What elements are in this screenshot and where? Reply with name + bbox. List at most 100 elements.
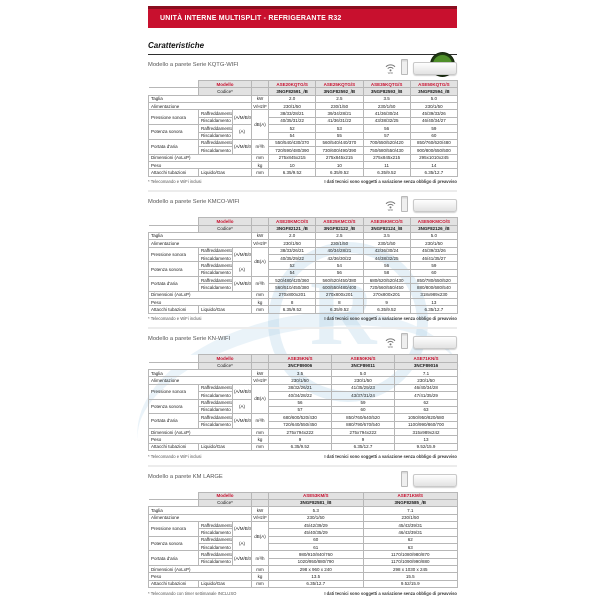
spec-value: 38/33/28/21 [267, 109, 317, 118]
model-code: 3NGF82124_/B [362, 224, 411, 233]
row-label: kW [251, 369, 269, 378]
section-footnotes: * Telecomando con timer settimanale INCL… [148, 591, 457, 596]
spec-value: 56 [315, 268, 364, 278]
row-label: dB(A) [251, 383, 269, 415]
table-row: Potenza sonora Raffreddamento (A) 60 62 [148, 535, 458, 552]
table-row: Dimensioni (AxLxP) mm 275x845x215 275x845x2… [148, 153, 459, 162]
row-label: kW [251, 94, 269, 104]
row-label: kW [251, 506, 269, 515]
spec-table: Modello ASE35KN/S ASE50KN/S ASE71KN/S Codice… [148, 354, 458, 452]
row-label: m³/h [251, 550, 269, 567]
model-code: 3NGF82581_/B [268, 498, 364, 508]
section-footnotes: * Telecomando e WiFi inclusi I dati tecn… [148, 454, 457, 459]
spec-value: 230/1/50 [267, 102, 317, 111]
product-section: Modello a parete Serie KMCO-WIFI WIFI Mo… [148, 196, 459, 321]
spec-value: 2.5 [315, 94, 364, 104]
spec-value: 2.5 [315, 231, 364, 241]
section-separator [148, 327, 457, 330]
table-row: Peso kg 13.5 15.5 [148, 572, 458, 581]
footnote-left: * Telecomando e WiFi inclusi [148, 453, 202, 459]
row-label: mm [251, 168, 269, 177]
row-label: V/Hz/F [251, 239, 269, 248]
table-row: Potenza sonora Raffreddamento (A) 52 53 56 59 [148, 124, 459, 140]
unit-header [251, 87, 269, 96]
row-label: Portata d'aria [148, 138, 199, 155]
page-banner: UNITÀ INTERNE MULTISPLIT - REFRIGERANTE … [148, 6, 457, 28]
row-label: Raffreddamento [198, 398, 233, 407]
spec-table: Modello ASE20KMCO/S ASE25KMCO/S ASE35KMCO/S… [148, 217, 459, 314]
page-title: Caratteristiche [148, 41, 457, 55]
spec-value: 45/42/39/29 [268, 520, 364, 530]
section-footnotes: * Telecomando e WiFi inclusi I dati tecn… [148, 316, 457, 321]
row-label: Alimentazione [148, 239, 252, 248]
spec-value: 720/640/550/450 [268, 420, 332, 429]
model-name: ASE71KM/S [362, 491, 458, 500]
row-label: (A/M/B/SQ) [232, 138, 252, 155]
model-code: 3NGF82126_/B [409, 224, 459, 233]
spec-value: 60 [268, 535, 364, 545]
footnote-left: * Telecomando con timer settimanale INCL… [148, 590, 237, 596]
corner-cell [148, 354, 199, 363]
table-row: Attacchi tubazioni Liquido/Gas mm 6.35/9.52… [148, 442, 458, 452]
spec-value: 720/660/550/450 [362, 283, 411, 292]
spec-value: 11 [362, 160, 411, 170]
table-row: Peso kg 10 10 11 14 [148, 160, 459, 170]
spec-value: 8 [267, 298, 317, 307]
table-row: Attacchi tubazioni Liquido/Gas mm 6.35/12.7… [148, 579, 458, 589]
spec-value: 10 [315, 160, 364, 170]
row-label: Raffreddamento [198, 246, 233, 255]
section-title: Modello a parete KM LARGE [148, 473, 223, 480]
corner-cell [148, 362, 199, 371]
spec-value: 230/1/50 [362, 513, 458, 522]
spec-value: 46/43/39/31 [362, 528, 458, 537]
model-name: ASE35KMCO/S [362, 217, 411, 226]
spec-value: 59 [409, 261, 459, 270]
footnote-right: I dati tecnici sono soggetti a variazion… [324, 453, 457, 459]
footnote-right: I dati tecnici sono soggetti a variazion… [324, 179, 457, 185]
row-label: Potenza sonora [148, 535, 199, 552]
spec-value: 39/34/28/21 [315, 109, 364, 118]
row-label: Raffreddamento [198, 550, 233, 559]
row-label: Portata d'aria [148, 276, 199, 292]
spec-value: 9 [331, 435, 395, 444]
spec-value: 275x794x222 [331, 427, 395, 437]
section-separator [148, 190, 457, 193]
spec-value: 40/35/31/22 [267, 116, 317, 126]
model-code: 3NCF89006 [268, 361, 332, 371]
row-label: kg [251, 160, 269, 170]
row-label: Riscaldamento [198, 391, 233, 400]
spec-value: 1020/950/880/790 [268, 557, 364, 567]
model-name: ASE20KMCO/S [267, 217, 317, 226]
row-label: Potenza sonora [148, 261, 199, 278]
row-label: (A/M/B/SQ) [232, 246, 252, 263]
spec-table: Modello ASE53KM/S ASE71KM/S Codice* 3NGF8258… [148, 491, 458, 589]
product-section: Modello a parete KM LARGE Modello ASE53KM… [148, 470, 458, 596]
spec-value: 850/760/620/480 [409, 138, 459, 148]
spec-value: 230/1/50 [268, 376, 332, 385]
modello-header: Modello [198, 217, 252, 226]
table-row: Dimensioni (AxLxP) mm 298 x 960 x 240 298 x… [148, 565, 458, 574]
codice-header: Codice* [198, 87, 252, 96]
spec-value: 53 [315, 124, 364, 133]
row-label: kW [251, 231, 269, 241]
spec-value: 850/760/640/520 [331, 413, 395, 422]
table-row: Pressione sonoraRaffreddamento(A/M/B/SQ)… [148, 520, 458, 552]
spec-value: 230/1/50 [394, 376, 458, 385]
unit-header [251, 361, 269, 371]
spec-value: 42/36/30/22 [315, 253, 364, 263]
row-label: Peso [148, 572, 252, 581]
corner-cell [148, 225, 199, 233]
spec-value: 298 x 1030 x 245 [362, 565, 458, 574]
spec-value: 720/590/480/390 [267, 146, 317, 155]
row-label: m³/h [251, 138, 269, 155]
spec-value: 55 [315, 131, 364, 140]
row-label: Pressione sonora [148, 520, 199, 537]
spec-value: 63 [362, 543, 458, 552]
spec-value: 6.35/12.7 [409, 168, 459, 177]
unit-header [251, 491, 269, 500]
row-label: (A) [232, 261, 252, 278]
spec-value: 1170/1090/990/880 [362, 557, 458, 567]
row-label: Raffreddamento [198, 276, 233, 285]
spec-value: 560/540/440/370 [315, 138, 364, 148]
spec-value: 5.0 [409, 231, 459, 241]
